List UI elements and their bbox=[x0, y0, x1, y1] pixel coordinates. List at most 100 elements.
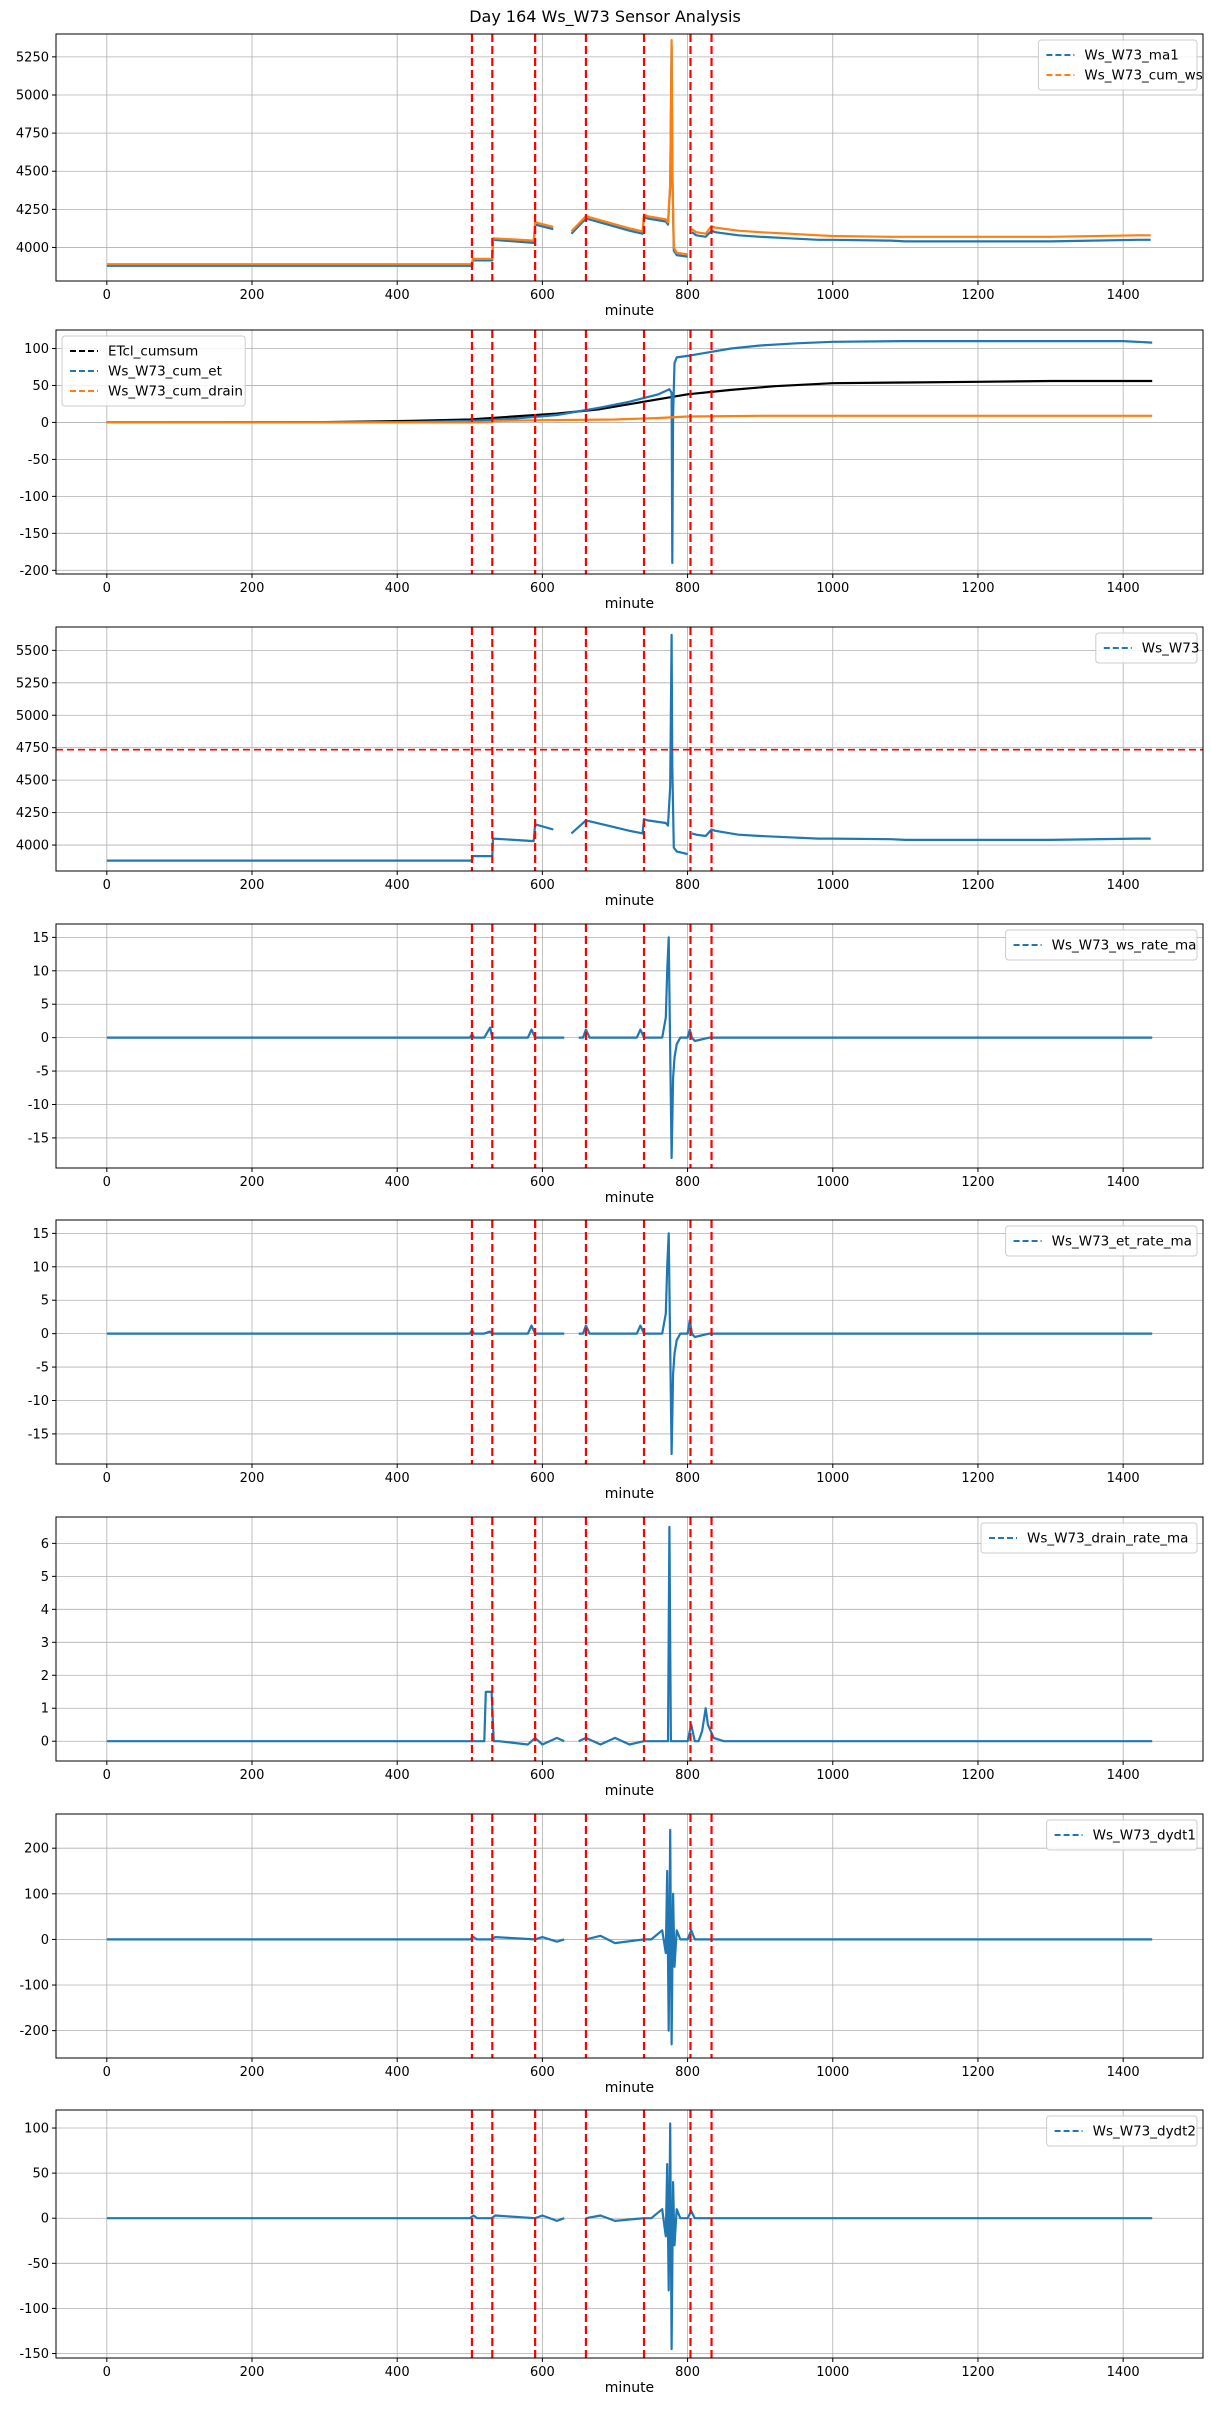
x-tick-label: 1400 bbox=[1107, 878, 1140, 893]
x-axis-label: minute bbox=[605, 2380, 654, 2396]
legend-label: Ws_W73_cum_drain bbox=[108, 384, 243, 400]
legend-label: Ws_W73_et_rate_ma bbox=[1052, 1234, 1192, 1250]
plot-area bbox=[106, 2110, 1153, 2358]
legend-label: Ws_W73 bbox=[1142, 641, 1200, 657]
y-tick-label: 4750 bbox=[16, 127, 49, 142]
x-tick-label: 1200 bbox=[961, 581, 994, 596]
axes-frame bbox=[55, 329, 1204, 575]
x-tick-label: 800 bbox=[675, 2365, 700, 2380]
chart-panel-6: 0 200 400 600 800 1000 1200 1400 0 1 2 3 4 5 6 minute Ws… bbox=[41, 1516, 1204, 1799]
x-axis-label: minute bbox=[605, 893, 654, 909]
y-tick-label: -50 bbox=[28, 2257, 49, 2272]
x-tick-label: 1200 bbox=[961, 2365, 994, 2380]
x-tick-label: 200 bbox=[240, 1768, 265, 1783]
x-tick-label: 0 bbox=[103, 1471, 111, 1486]
y-tick-label: -150 bbox=[19, 2347, 49, 2362]
series-line-Ws_W73_cum_drain bbox=[106, 414, 1153, 424]
x-tick-label: 1000 bbox=[816, 2065, 849, 2080]
legend: Ws_W73_dydt2 bbox=[1046, 2115, 1198, 2147]
axes-frame bbox=[55, 1813, 1204, 2059]
x-tick-label: 800 bbox=[675, 1175, 700, 1190]
legend-label: Ws_W73_ma1 bbox=[1084, 48, 1178, 64]
y-tick-label: 5500 bbox=[16, 644, 49, 659]
y-tick-label: 15 bbox=[32, 1227, 49, 1242]
x-tick-label: 600 bbox=[530, 2365, 555, 2380]
legend-box bbox=[1046, 1819, 1198, 1851]
y-tick-label: 4500 bbox=[16, 165, 49, 180]
x-tick-label: 400 bbox=[385, 1768, 410, 1783]
x-tick-label: 1200 bbox=[961, 2065, 994, 2080]
x-tick-label: 1000 bbox=[816, 581, 849, 596]
x-axis-label: minute bbox=[605, 303, 654, 319]
x-tick-label: 1400 bbox=[1107, 1175, 1140, 1190]
series-line-Ws_W73_drain_rate_ma bbox=[106, 1525, 1153, 1746]
x-tick-label: 1000 bbox=[816, 1768, 849, 1783]
x-tick-label: 600 bbox=[530, 1768, 555, 1783]
y-tick-label: 200 bbox=[24, 1842, 49, 1857]
series-line-ETcl_cumsum bbox=[106, 379, 1153, 424]
x-tick-label: 200 bbox=[240, 2065, 265, 2080]
y-tick-label: 0 bbox=[41, 1031, 49, 1046]
x-tick-label: 400 bbox=[385, 1175, 410, 1190]
y-tick-label: -50 bbox=[28, 453, 49, 468]
axes-frame bbox=[55, 33, 1204, 282]
x-tick-label: 200 bbox=[240, 878, 265, 893]
x-tick-label: 1000 bbox=[816, 878, 849, 893]
series-line-Ws_W73_cum_et bbox=[106, 340, 1153, 564]
y-tick-label: 5 bbox=[41, 1294, 49, 1309]
x-tick-label: 800 bbox=[675, 581, 700, 596]
legend: Ws_W73_ws_rate_ma bbox=[1005, 929, 1198, 961]
y-tick-label: 3 bbox=[41, 1636, 49, 1651]
x-tick-label: 1400 bbox=[1107, 2065, 1140, 2080]
x-tick-label: 800 bbox=[675, 1471, 700, 1486]
x-tick-label: 1200 bbox=[961, 1471, 994, 1486]
legend-label: Ws_W73_cum_et bbox=[108, 364, 222, 380]
y-tick-label: 10 bbox=[32, 964, 49, 979]
x-tick-label: 1400 bbox=[1107, 581, 1140, 596]
legend-label: Ws_W73_dydt1 bbox=[1093, 1828, 1196, 1844]
legend: ETcl_cumsum Ws_W73_cum_et Ws_W73_cum_drain bbox=[61, 335, 246, 407]
x-tick-label: 0 bbox=[103, 288, 111, 303]
y-tick-label: 50 bbox=[32, 2167, 49, 2182]
x-tick-label: 800 bbox=[675, 878, 700, 893]
y-tick-label: 5000 bbox=[16, 88, 49, 103]
y-tick-label: 0 bbox=[41, 1933, 49, 1948]
x-tick-label: 600 bbox=[530, 581, 555, 596]
y-tick-label: 0 bbox=[41, 1735, 49, 1750]
plot-area bbox=[106, 1220, 1153, 1464]
chart-panel-1: 0 200 400 600 800 1000 1200 1400 4000 4250 4500 475… bbox=[16, 33, 1204, 319]
x-axis-label: minute bbox=[605, 1486, 654, 1502]
x-tick-label: 200 bbox=[240, 1471, 265, 1486]
y-tick-label: 10 bbox=[32, 1260, 49, 1275]
x-tick-label: 600 bbox=[530, 288, 555, 303]
x-tick-label: 600 bbox=[530, 2065, 555, 2080]
y-tick-label: -150 bbox=[19, 527, 49, 542]
y-tick-label: 5250 bbox=[16, 50, 49, 65]
plot-area bbox=[106, 1814, 1153, 2058]
y-tick-label: 1 bbox=[41, 1702, 49, 1717]
y-tick-label: -15 bbox=[28, 1131, 49, 1146]
x-tick-label: 1200 bbox=[961, 288, 994, 303]
x-tick-label: 1400 bbox=[1107, 1768, 1140, 1783]
y-tick-label: 100 bbox=[24, 1887, 49, 1902]
x-tick-label: 0 bbox=[103, 2065, 111, 2080]
x-tick-label: 200 bbox=[240, 2365, 265, 2380]
y-tick-label: 4500 bbox=[16, 774, 49, 789]
y-tick-label: 6 bbox=[41, 1537, 49, 1552]
x-tick-label: 400 bbox=[385, 2065, 410, 2080]
legend: Ws_W73 bbox=[1095, 632, 1200, 664]
x-tick-label: 800 bbox=[675, 1768, 700, 1783]
plot-area bbox=[106, 330, 1153, 574]
legend: Ws_W73_et_rate_ma bbox=[1005, 1225, 1198, 1257]
x-tick-label: 1200 bbox=[961, 1175, 994, 1190]
series-line-Ws_W73_dydt2 bbox=[106, 2122, 1153, 2351]
x-tick-label: 400 bbox=[385, 288, 410, 303]
y-tick-label: 4 bbox=[41, 1603, 49, 1618]
chart-panel-3: 0 200 400 600 800 1000 1200 1400 4000 4250 4500 475… bbox=[16, 626, 1204, 909]
x-tick-label: 600 bbox=[530, 878, 555, 893]
y-tick-label: -10 bbox=[28, 1394, 49, 1409]
legend-box bbox=[1005, 1225, 1198, 1257]
x-axis-label: minute bbox=[605, 1783, 654, 1799]
chart-panel-2: 0 200 400 600 800 1000 1200 1400-200-150-100-50… bbox=[19, 329, 1204, 612]
